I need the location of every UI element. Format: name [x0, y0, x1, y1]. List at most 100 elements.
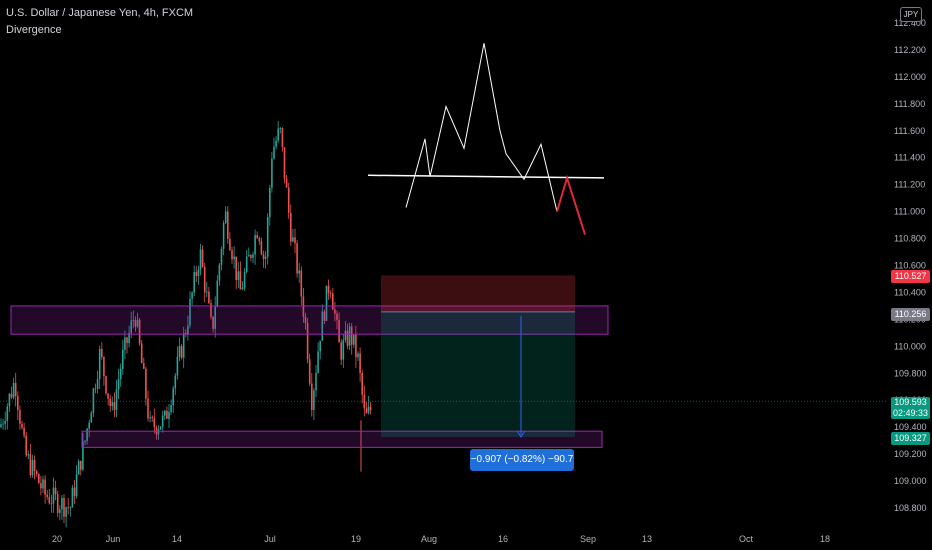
candle-body [327, 285, 330, 294]
take-profit-area [381, 311, 575, 438]
y-tick-label: 112.400 [894, 18, 926, 28]
candle-body [128, 332, 130, 344]
y-tick-label: 110.600 [894, 261, 926, 271]
y-tick-label: 110.400 [894, 287, 926, 297]
candle-body [67, 507, 69, 509]
candle-body [166, 410, 168, 419]
currency-button[interactable]: JPY [900, 7, 922, 22]
candle-body [277, 128, 279, 141]
candle-body [199, 249, 202, 270]
candle-body [216, 280, 219, 307]
candle-body [195, 272, 198, 276]
candle-body [262, 254, 265, 259]
candle-body [136, 319, 139, 327]
target-price-tag: 109.327 [891, 432, 930, 445]
candle-body [25, 435, 27, 456]
x-tick-label: 19 [351, 534, 361, 544]
candle-body [17, 396, 19, 410]
candle-body [359, 353, 361, 374]
candle-body [279, 128, 282, 129]
candle-body [132, 320, 135, 321]
candle-body [21, 423, 23, 428]
candle-body [260, 241, 263, 255]
candle-body [134, 320, 137, 327]
candle-body [164, 410, 166, 416]
candle-body [361, 373, 363, 395]
candle-body [82, 442, 84, 470]
y-tick-label: 111.400 [894, 153, 925, 163]
candle-body [14, 382, 17, 397]
candle-body [332, 293, 334, 310]
candle-body [33, 459, 36, 472]
support-zone [81, 430, 603, 448]
candle-body [174, 375, 177, 389]
y-tick-label: 111.200 [894, 180, 925, 190]
candle-body [227, 211, 229, 239]
candle-body [271, 158, 273, 188]
candle-body [311, 383, 313, 410]
candle-body [224, 211, 227, 223]
candle-body [290, 212, 292, 242]
candle-body [19, 409, 21, 424]
candle-body [237, 271, 240, 281]
candle-body [220, 248, 223, 265]
candle-body [317, 351, 319, 373]
x-tick-label: Sep [580, 534, 596, 544]
candle-body [344, 330, 347, 341]
candle-body [59, 509, 61, 513]
candle-body [281, 128, 284, 148]
candle-body [149, 417, 151, 419]
current-price-value: 109.593 [894, 397, 927, 407]
candle-body [46, 494, 48, 497]
candle-body [63, 497, 65, 517]
candle-body [235, 256, 237, 281]
candle-body [357, 353, 359, 358]
x-tick-label: 20 [52, 534, 62, 544]
x-tick-label: Aug [421, 534, 437, 544]
candle-body [321, 311, 324, 341]
candle-body [355, 334, 357, 358]
candle-body [182, 333, 185, 358]
candle-body [178, 346, 181, 357]
candle-body [48, 496, 51, 504]
neckline [367, 174, 605, 179]
candle-body [140, 343, 143, 364]
y-tick-label: 109.000 [894, 476, 927, 486]
bar-countdown: 02:49:33 [892, 408, 929, 418]
y-tick-label: 109.200 [894, 449, 927, 459]
candle-body [336, 313, 338, 320]
pattern-sketch [405, 43, 558, 212]
candle-body [231, 250, 233, 260]
y-tick-label: 112.200 [894, 45, 926, 55]
x-tick-label: 13 [642, 534, 652, 544]
candle-body [273, 146, 275, 159]
candle-body [31, 459, 34, 476]
candle-body [124, 337, 126, 350]
candle-body [203, 266, 206, 293]
candle-body [298, 270, 300, 274]
candle-body [180, 346, 183, 358]
candle-body [252, 254, 254, 258]
candle-body [69, 507, 72, 509]
candle-body [54, 487, 57, 495]
candle-body [218, 264, 221, 281]
candle-body [27, 454, 30, 456]
candle-body [208, 291, 210, 304]
indicator-label: Divergence [6, 24, 62, 36]
candle-body [346, 330, 349, 346]
candle-body [264, 256, 267, 259]
resistance-zone [10, 305, 609, 335]
x-tick-label: Jun [106, 534, 121, 544]
candle-body [119, 368, 122, 380]
candle-body [77, 460, 80, 475]
candle-body [103, 356, 105, 377]
candle-body [315, 372, 317, 391]
y-tick-label: 109.400 [894, 422, 927, 432]
candle-body [0, 424, 2, 428]
candle-body [107, 393, 109, 399]
y-tick-label: 111.800 [894, 99, 925, 109]
candle-body [88, 422, 90, 429]
candle-body [292, 237, 294, 242]
candle-body [117, 379, 120, 390]
